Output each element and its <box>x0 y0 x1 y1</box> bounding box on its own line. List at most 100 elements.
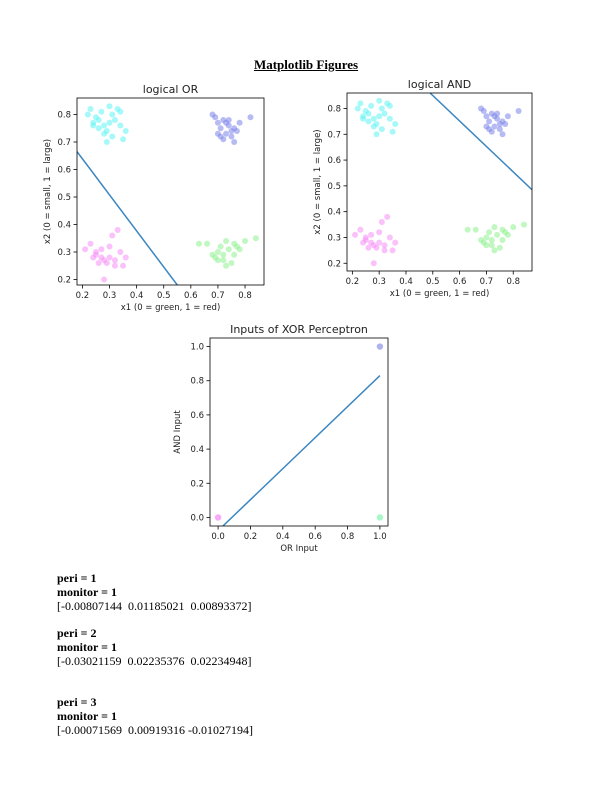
y-tick-label: 0.2 <box>57 276 71 286</box>
y-tick-label: 0.3 <box>327 233 341 243</box>
data-point <box>109 232 116 239</box>
data-point <box>496 126 503 133</box>
data-point <box>365 110 372 117</box>
peri-label: peri = 2 <box>57 626 97 640</box>
data-point <box>95 125 102 132</box>
chart-logical-and: logical AND 0.2 0.3 0.4 0.5 0.6 0.7 0.8 0.2 0.3 0.… <box>313 78 533 299</box>
data-point <box>247 114 254 121</box>
y-tick-label: 0.8 <box>190 377 204 387</box>
data-point <box>378 105 385 112</box>
data-point <box>204 240 211 247</box>
x-tick-label: 0.8 <box>506 277 520 287</box>
y-tick-label: 0.7 <box>327 130 341 140</box>
data-point <box>111 262 118 269</box>
data-point <box>486 126 493 133</box>
x-tick-label: 0.2 <box>244 532 258 542</box>
data-point <box>483 242 490 249</box>
chart-title: logical AND <box>408 78 471 91</box>
data-point <box>212 114 219 121</box>
data-point <box>488 242 495 249</box>
data-point <box>214 514 222 521</box>
y-axis-label: x2 (0 = small, 1 = large) <box>43 139 53 244</box>
data-point <box>381 247 388 254</box>
x-tick-label: 0.4 <box>276 532 290 542</box>
data-point <box>242 238 249 244</box>
x-tick-label: 0.6 <box>308 532 322 542</box>
y-tick-label: 0.0 <box>190 513 204 523</box>
x-tick-label: 0.7 <box>211 291 225 301</box>
data-point <box>480 108 487 115</box>
data-point <box>491 123 498 130</box>
result-block-2: peri = 2 monitor = 1 [-0.03021159 0.0223… <box>57 626 252 668</box>
data-point <box>101 276 108 283</box>
x-tick-label: 0.2 <box>346 277 360 287</box>
data-point <box>223 130 230 137</box>
data-point <box>98 246 105 253</box>
x-tick-label: 0.3 <box>103 291 117 301</box>
data-point <box>376 343 384 350</box>
data-point <box>491 113 498 120</box>
data-point <box>214 249 221 255</box>
data-point <box>231 139 238 145</box>
data-point <box>386 102 393 109</box>
data-point <box>378 218 385 225</box>
data-point <box>352 231 359 238</box>
data-point <box>95 117 102 123</box>
x-axis-label: x1 (0 = green, 1 = red) <box>390 289 490 299</box>
data-point <box>499 226 506 233</box>
data-point <box>357 100 364 107</box>
data-point <box>236 119 243 126</box>
data-point <box>214 257 221 264</box>
y-tick-label: 0.7 <box>57 138 71 148</box>
data-point <box>84 111 91 118</box>
result-block-1: peri = 1 monitor = 1 [-0.00807144 0.0118… <box>57 571 252 613</box>
data-point <box>370 115 377 122</box>
data-point <box>228 260 235 266</box>
data-point <box>228 128 235 134</box>
data-point <box>103 139 110 145</box>
peri-label: peri = 1 <box>57 571 97 585</box>
y-tick-label: 0.5 <box>57 193 71 203</box>
data-point <box>496 244 503 251</box>
x-tick-label: 0.5 <box>426 277 440 287</box>
peri-label: peri = 3 <box>57 695 97 709</box>
x-tick-label: 0.6 <box>184 291 198 301</box>
data-point <box>122 254 129 261</box>
data-point <box>111 257 118 264</box>
y-tick-label: 0.3 <box>57 248 71 258</box>
x-axis-label: x1 (0 = green, 1 = red) <box>121 303 221 313</box>
weights-output: [-0.00071569 0.00919316 -0.01027194] <box>57 723 253 737</box>
data-point <box>95 260 102 266</box>
data-point <box>504 113 511 120</box>
data-point <box>92 249 99 255</box>
data-point <box>365 118 372 125</box>
data-point <box>491 247 498 254</box>
data-point <box>231 251 238 258</box>
data-point <box>214 119 221 126</box>
data-point <box>360 115 367 122</box>
x-tick-label: 0.2 <box>76 291 90 301</box>
data-point <box>483 113 490 120</box>
x-tick-label: 1.0 <box>373 532 387 542</box>
data-point <box>217 133 224 140</box>
x-tick-label: 0.8 <box>341 532 355 542</box>
data-point <box>354 105 361 112</box>
data-point <box>114 227 121 233</box>
x-tick-label: 0.7 <box>480 277 494 287</box>
data-point <box>373 131 380 138</box>
data-point <box>236 246 243 253</box>
data-point <box>464 226 471 233</box>
data-point <box>520 221 527 228</box>
data-point <box>228 133 235 140</box>
data-point <box>117 122 124 129</box>
data-point <box>106 103 113 110</box>
data-point <box>384 213 391 220</box>
plot-frame <box>209 337 389 527</box>
x-tick-label: 0.0 <box>211 532 225 542</box>
data-point <box>494 231 501 238</box>
y-tick-label: 0.6 <box>190 411 204 421</box>
data-point <box>357 226 364 233</box>
data-point <box>117 249 124 255</box>
chart-title: Inputs of XOR Perceptron <box>230 323 368 336</box>
y-tick-label: 0.8 <box>57 111 71 121</box>
